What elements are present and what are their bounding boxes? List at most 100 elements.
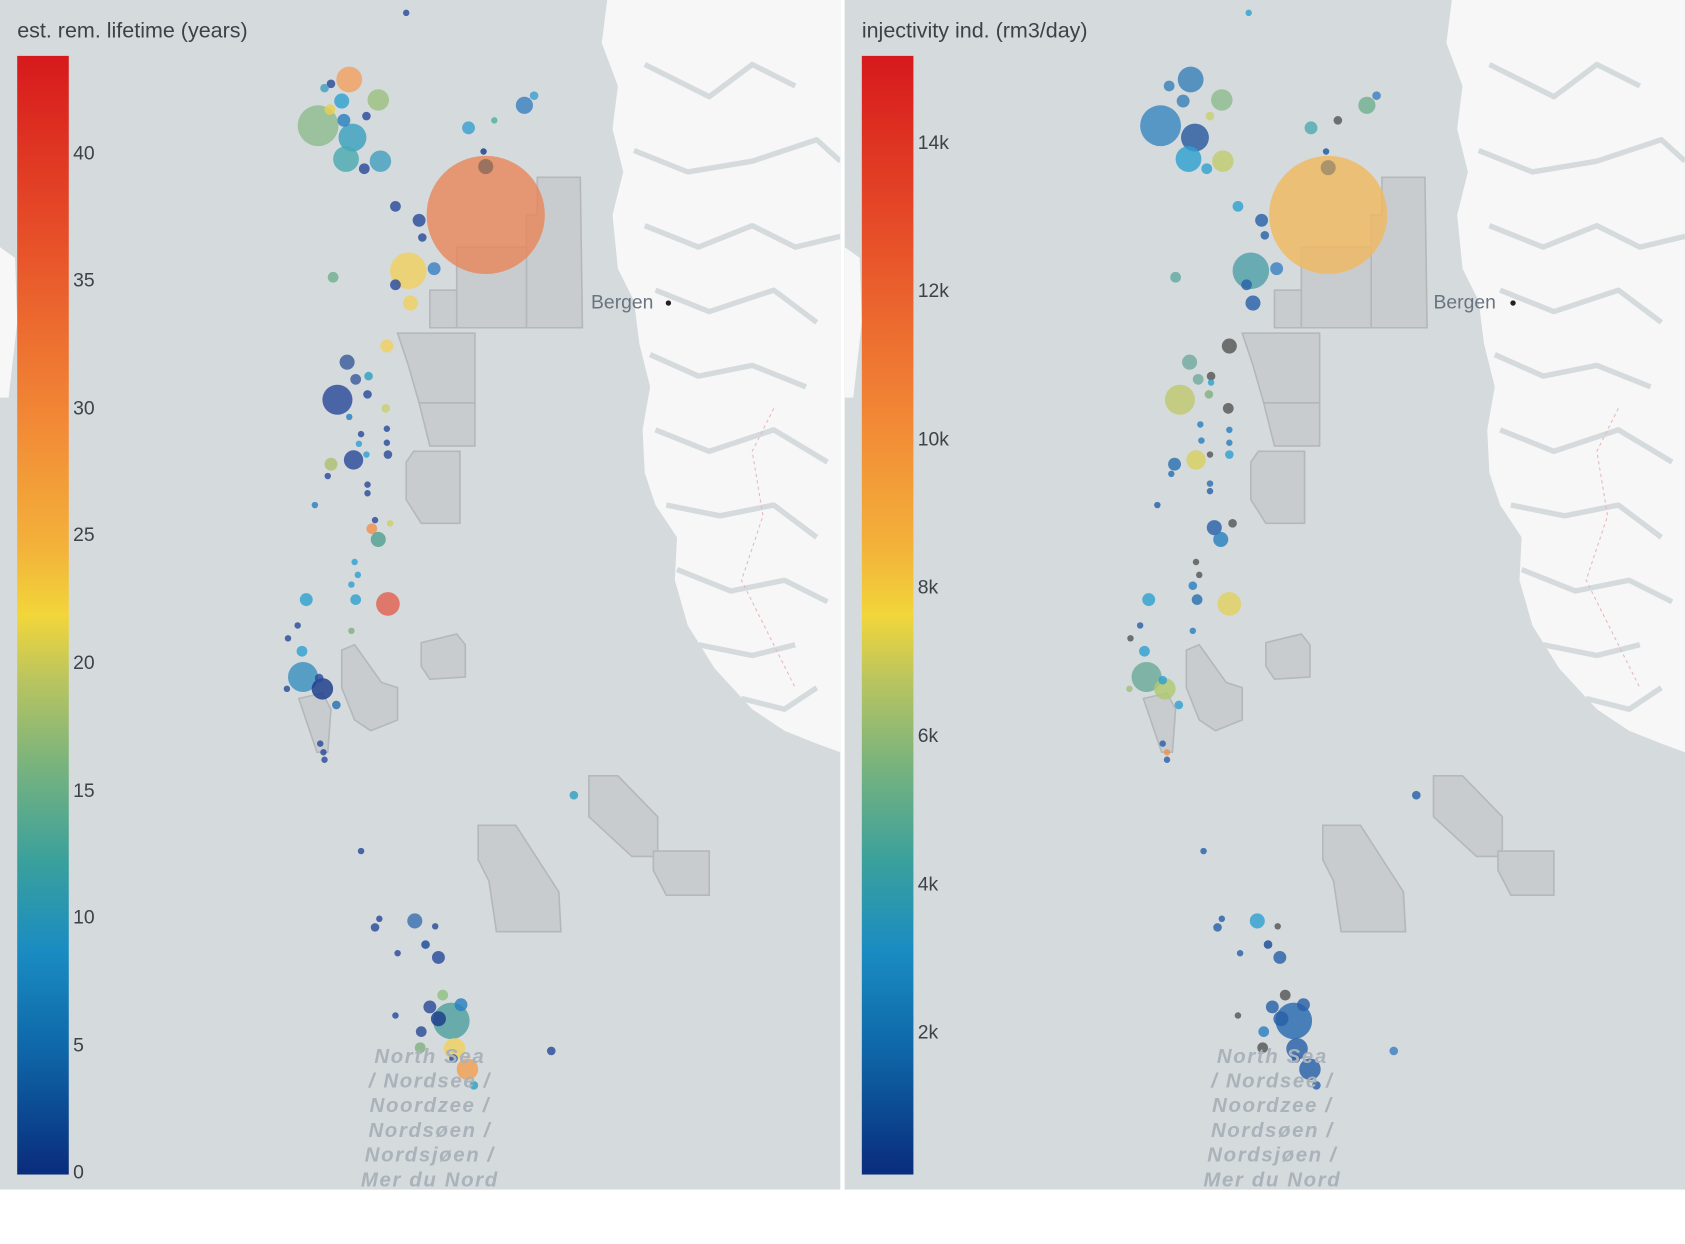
well-bubble[interactable] bbox=[423, 1000, 437, 1014]
well-bubble[interactable] bbox=[337, 113, 351, 127]
well-bubble[interactable] bbox=[1206, 451, 1214, 458]
well-bubble[interactable] bbox=[1257, 1042, 1269, 1054]
well-bubble[interactable] bbox=[326, 79, 336, 89]
well-bubble[interactable] bbox=[1322, 148, 1330, 155]
well-bubble[interactable] bbox=[367, 89, 390, 111]
well-bubble[interactable] bbox=[1269, 155, 1388, 275]
well-bubble[interactable] bbox=[529, 91, 539, 100]
well-bubble[interactable] bbox=[1217, 592, 1242, 616]
well-bubble[interactable] bbox=[380, 339, 394, 353]
well-bubble[interactable] bbox=[418, 233, 427, 242]
well-bubble[interactable] bbox=[370, 531, 386, 547]
well-bubble[interactable] bbox=[431, 923, 439, 930]
well-bubble[interactable] bbox=[1218, 915, 1226, 923]
well-bubble[interactable] bbox=[322, 384, 353, 415]
well-bubble[interactable] bbox=[1286, 1038, 1308, 1060]
well-bubble[interactable] bbox=[1207, 379, 1215, 386]
well-bubble[interactable] bbox=[1228, 519, 1237, 528]
well-bubble[interactable] bbox=[1206, 487, 1214, 495]
well-bubble[interactable] bbox=[383, 425, 391, 432]
well-bubble[interactable] bbox=[346, 413, 353, 421]
well-bubble[interactable] bbox=[366, 523, 378, 535]
well-bubble[interactable] bbox=[433, 1002, 470, 1040]
well-bubble[interactable] bbox=[332, 700, 341, 710]
well-bubble[interactable] bbox=[515, 96, 534, 114]
well-bubble[interactable] bbox=[320, 83, 329, 93]
well-bubble[interactable] bbox=[383, 439, 391, 446]
well-bubble[interactable] bbox=[1304, 121, 1318, 135]
well-bubble[interactable] bbox=[314, 673, 324, 683]
well-bubble[interactable] bbox=[1206, 480, 1214, 487]
well-bubble[interactable] bbox=[350, 594, 362, 605]
map-panel-lifetime[interactable]: est. rem. lifetime (years) 40 35 30 25 20 15 1… bbox=[0, 0, 841, 1190]
well-bubble[interactable] bbox=[1274, 923, 1281, 930]
well-bubble[interactable] bbox=[407, 913, 423, 929]
well-bubble[interactable] bbox=[284, 635, 292, 642]
well-bubble[interactable] bbox=[414, 1042, 426, 1054]
well-bubble[interactable] bbox=[1177, 66, 1204, 93]
well-bubble[interactable] bbox=[1291, 1054, 1301, 1063]
well-bubble[interactable] bbox=[1236, 949, 1244, 957]
well-bubble[interactable] bbox=[1205, 111, 1215, 121]
well-bubble[interactable] bbox=[357, 847, 365, 855]
well-bubble[interactable] bbox=[427, 262, 441, 276]
well-bubble[interactable] bbox=[348, 627, 355, 635]
well-bubble[interactable] bbox=[1234, 1012, 1242, 1019]
well-bubble[interactable] bbox=[1196, 571, 1203, 579]
well-bubble[interactable] bbox=[1163, 748, 1171, 756]
well-bubble[interactable] bbox=[317, 740, 324, 747]
well-bubble[interactable] bbox=[1127, 635, 1134, 642]
well-bubble[interactable] bbox=[369, 150, 392, 172]
well-bubble[interactable] bbox=[392, 1012, 399, 1019]
well-bubble[interactable] bbox=[1221, 338, 1237, 354]
well-bubble[interactable] bbox=[426, 155, 545, 275]
well-bubble[interactable] bbox=[402, 9, 410, 17]
well-bubble[interactable] bbox=[339, 354, 355, 370]
well-bubble[interactable] bbox=[338, 123, 367, 152]
well-bubble[interactable] bbox=[1255, 213, 1269, 227]
well-bubble[interactable] bbox=[1412, 790, 1421, 800]
well-bubble[interactable] bbox=[1159, 740, 1166, 747]
well-bubble[interactable] bbox=[1333, 116, 1343, 125]
well-bubble[interactable] bbox=[1192, 373, 1204, 385]
well-bubble[interactable] bbox=[1154, 501, 1161, 509]
well-bubble[interactable] bbox=[491, 117, 498, 124]
well-bubble[interactable] bbox=[1168, 470, 1175, 478]
well-bubble[interactable] bbox=[334, 93, 350, 109]
well-bubble[interactable] bbox=[1201, 163, 1213, 175]
well-bubble[interactable] bbox=[1176, 94, 1190, 108]
well-bubble[interactable] bbox=[1226, 439, 1233, 446]
well-bubble[interactable] bbox=[1225, 450, 1234, 459]
well-bubble[interactable] bbox=[364, 481, 371, 488]
well-bubble[interactable] bbox=[1212, 150, 1234, 172]
well-bubble[interactable] bbox=[456, 1058, 479, 1080]
well-bubble[interactable] bbox=[1189, 627, 1197, 635]
well-bubble[interactable] bbox=[415, 1026, 427, 1037]
well-bubble[interactable] bbox=[437, 989, 449, 1001]
well-bubble[interactable] bbox=[394, 949, 401, 957]
well-bubble[interactable] bbox=[1131, 661, 1162, 693]
well-bubble[interactable] bbox=[1126, 685, 1133, 693]
well-bubble[interactable] bbox=[390, 200, 401, 212]
well-bubble[interactable] bbox=[1245, 9, 1252, 17]
well-bubble[interactable] bbox=[364, 490, 371, 497]
well-bubble[interactable] bbox=[350, 373, 362, 385]
well-bubble[interactable] bbox=[327, 271, 339, 283]
well-bubble[interactable] bbox=[449, 1054, 458, 1063]
well-bubble[interactable] bbox=[1241, 279, 1252, 291]
well-bubble[interactable] bbox=[1142, 593, 1156, 607]
well-bubble[interactable] bbox=[348, 581, 355, 588]
well-bubble[interactable] bbox=[296, 645, 308, 657]
well-bubble[interactable] bbox=[324, 457, 338, 471]
well-bubble[interactable] bbox=[402, 295, 419, 311]
well-bubble[interactable] bbox=[376, 915, 383, 923]
well-bubble[interactable] bbox=[1158, 675, 1168, 685]
well-bubble[interactable] bbox=[412, 213, 426, 227]
well-bubble[interactable] bbox=[1154, 678, 1176, 700]
well-bubble[interactable] bbox=[324, 472, 331, 480]
well-bubble[interactable] bbox=[1260, 231, 1270, 240]
well-bubble[interactable] bbox=[1198, 437, 1205, 444]
well-bubble[interactable] bbox=[1186, 450, 1206, 470]
well-bubble[interactable] bbox=[287, 661, 319, 693]
well-bubble[interactable] bbox=[1245, 295, 1261, 311]
